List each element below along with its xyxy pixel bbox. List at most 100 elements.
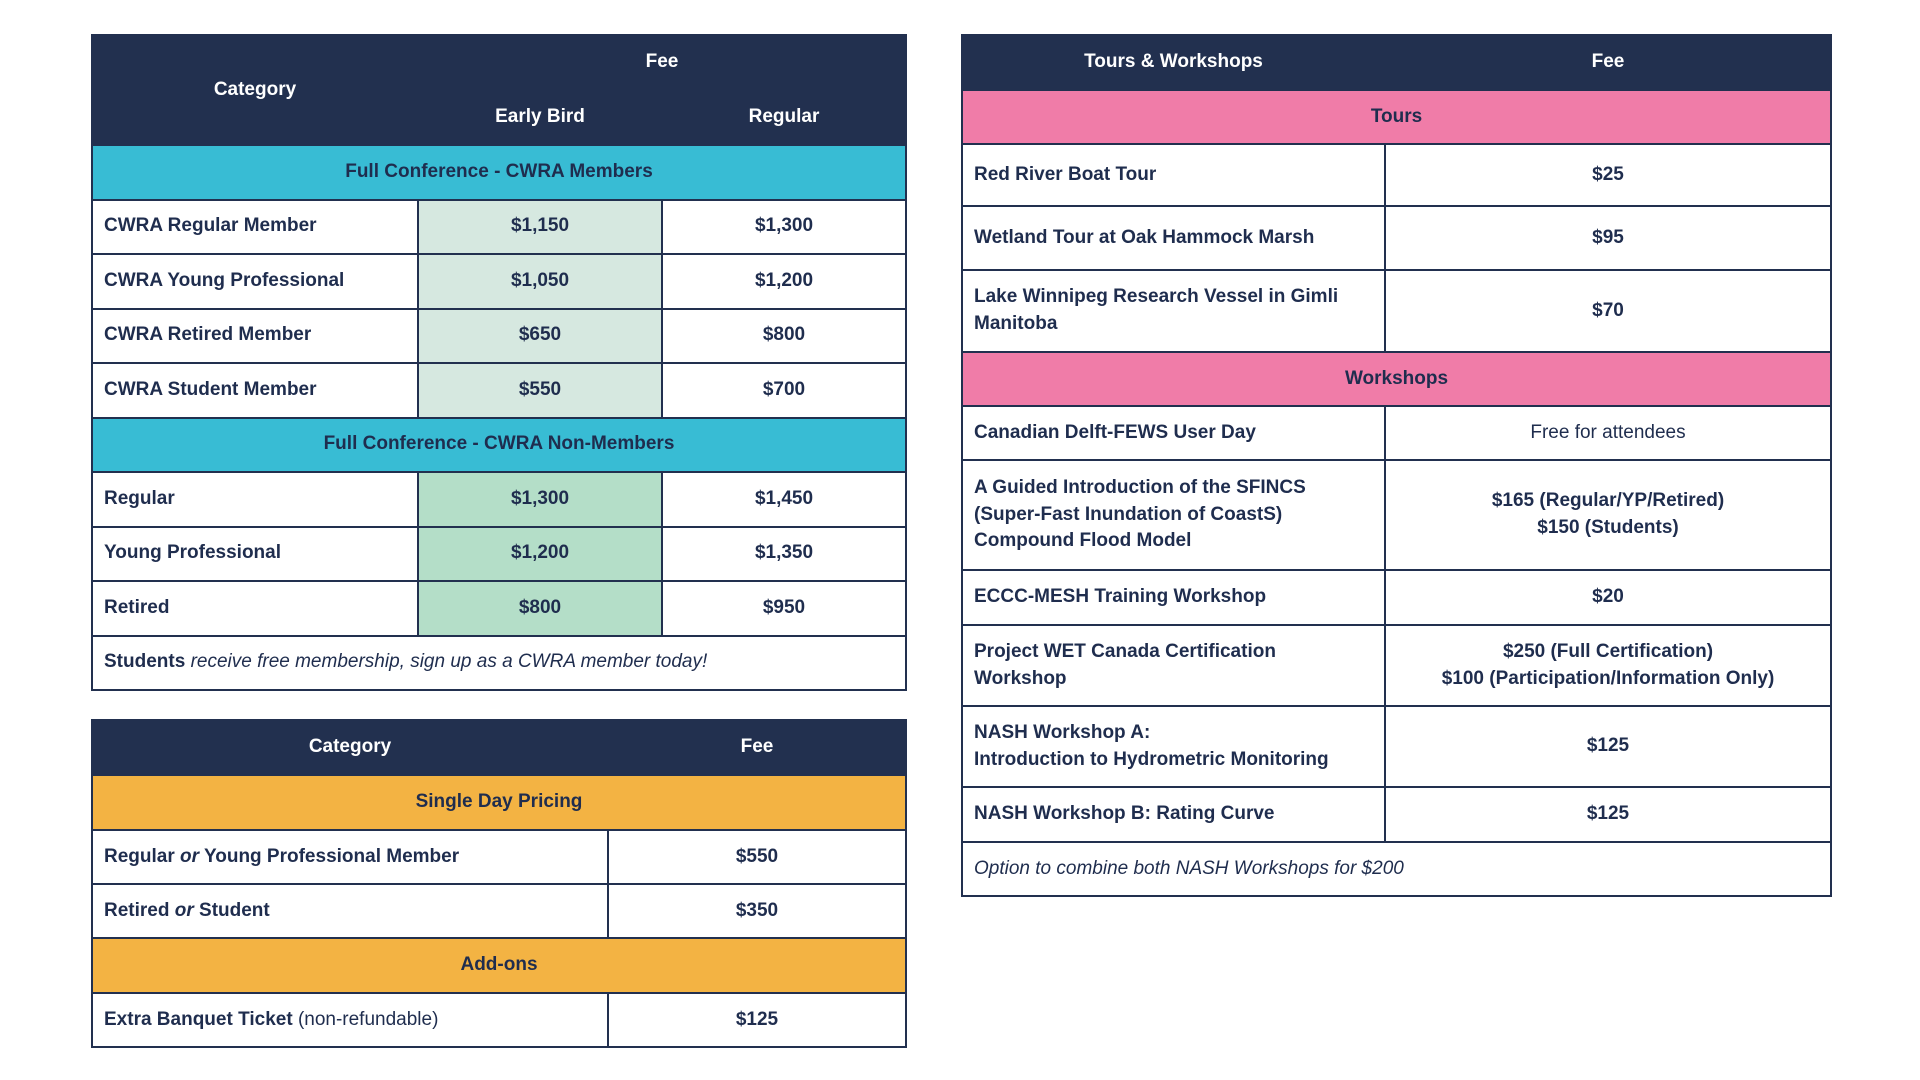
table-cell: Lake Winnipeg Research Vessel in Gimli M… <box>961 269 1386 353</box>
table-cell: $1,200 <box>661 253 907 310</box>
table-row: Category Fee <box>91 719 907 776</box>
tours-table: Tours & Workshops Fee Tours Red River Boat … <box>961 34 1832 897</box>
table-row: Add-ons <box>91 937 907 994</box>
table-row: Young Professional $1,200 $1,350 <box>91 525 907 582</box>
cell-part: Student <box>199 899 270 921</box>
table-cell: Canadian Delft-FEWS User Day <box>961 405 1386 461</box>
cell-text: Full Conference - CWRA Non-Members <box>323 433 675 455</box>
table-row: Retired or Student $350 <box>91 883 907 939</box>
table-cell: Red River Boat Tour <box>961 143 1386 207</box>
table-row: Extra Banquet Ticket (non-refundable) $12… <box>91 992 907 1048</box>
cell-text: $70 <box>1592 299 1624 321</box>
table-cell: $1,050 <box>417 253 663 310</box>
table-row: Retired $800 $950 <box>91 580 907 637</box>
cell-text: $350 <box>735 899 779 921</box>
table-cell: CWRA Retired Member <box>91 307 419 364</box>
table-row: Regular or Young Professional Member $550 <box>91 829 907 885</box>
cell-text: $25 <box>1592 163 1624 185</box>
table-cell: Full Conference - CWRA Members <box>91 144 907 201</box>
table-cell: $95 <box>1384 205 1832 271</box>
cell-text: $125 <box>735 1008 779 1030</box>
table-row: Tours <box>961 89 1832 145</box>
table-cell: Single Day Pricing <box>91 774 907 831</box>
table-cell: $165 (Regular/YP/Retired) $150 (Students) <box>1384 459 1832 571</box>
cell-text: $1,050 <box>510 269 570 291</box>
cell-text: Regular <box>104 487 175 509</box>
table-row: Students receive free membership, sign u… <box>91 634 907 691</box>
cell-text: A Guided Introduction of the SFINCS (Sup… <box>974 477 1306 552</box>
table-cell: Students receive free membership, sign u… <box>91 634 907 691</box>
cell-text: Fee <box>1591 51 1625 73</box>
cell-text: $1,200 <box>510 542 570 564</box>
cell-text: $800 <box>518 596 562 618</box>
table-cell: Fee <box>1384 34 1832 91</box>
table-row: CWRA Student Member $550 $700 <box>91 362 907 419</box>
table-row: Lake Winnipeg Research Vessel in Gimli M… <box>961 269 1832 353</box>
cell-text: Early Bird <box>495 106 585 128</box>
cell-text: Young Professional <box>104 542 282 564</box>
table-row: Regular $1,300 $1,450 <box>91 471 907 528</box>
cell-text: CWRA Young Professional <box>104 269 345 291</box>
table-row: Full Conference - CWRA Members <box>91 144 907 201</box>
table-cell: CWRA Young Professional <box>91 253 419 310</box>
cell-text: $700 <box>762 378 806 400</box>
cell-text: Add-ons <box>460 954 538 976</box>
table-cell: Early Bird <box>417 89 663 146</box>
cell-part: Option to combine both NASH Workshops fo… <box>974 857 1404 879</box>
cell-text: $95 <box>1592 226 1624 248</box>
table-cell: Retired or Student <box>91 883 609 939</box>
table-cell: Workshops <box>961 351 1832 407</box>
table-row: Red River Boat Tour $25 <box>961 143 1832 207</box>
cell-text: $20 <box>1592 586 1624 608</box>
table-row: Full Conference - CWRA Non-Members <box>91 416 907 473</box>
cell-part: Young Professional Member <box>203 845 460 867</box>
cell-text: $1,450 <box>754 487 814 509</box>
table-cell: $550 <box>417 362 663 419</box>
cell-line: NASH Workshop A: <box>974 721 1151 743</box>
table-cell: Project WET Canada Certification Worksho… <box>961 624 1386 707</box>
table-cell: Add-ons <box>91 937 907 994</box>
cell-text: $1,300 <box>510 487 570 509</box>
cell-line: $165 (Regular/YP/Retired) <box>1491 490 1725 512</box>
table-cell: $950 <box>661 580 907 637</box>
table-row: ECCC-MESH Training Workshop $20 <box>961 569 1832 626</box>
table-cell: $700 <box>661 362 907 419</box>
cell-text: $950 <box>762 596 806 618</box>
table-cell: NASH Workshop A: Introduction to Hydromet… <box>961 705 1386 788</box>
cell-text: Canadian Delft-FEWS User Day <box>974 421 1256 443</box>
registration-table: Category Fee Early Bird Regular Full Confere… <box>91 34 907 691</box>
table-cell: $1,350 <box>661 525 907 582</box>
table-cell: $125 <box>607 992 907 1048</box>
table-cell: Extra Banquet Ticket (non-refundable) <box>91 992 609 1048</box>
cell-text: Category <box>308 736 392 758</box>
cell-text: $1,350 <box>754 542 814 564</box>
table-cell: CWRA Student Member <box>91 362 419 419</box>
cell-text: $125 <box>1586 803 1630 825</box>
table-cell: $1,450 <box>661 471 907 528</box>
cell-text: Category <box>213 78 297 100</box>
table-cell: A Guided Introduction of the SFINCS (Sup… <box>961 459 1386 571</box>
table-cell: CWRA Regular Member <box>91 198 419 255</box>
table-cell: $650 <box>417 307 663 364</box>
cell-text: $650 <box>518 324 562 346</box>
cell-text: $125 <box>1586 735 1630 757</box>
table-cell: $125 <box>1384 705 1832 788</box>
cell-text: $1,150 <box>510 215 570 237</box>
cell-text: $550 <box>735 845 779 867</box>
cell-part: or <box>174 899 194 921</box>
table-row: NASH Workshop B: Rating Curve $125 <box>961 786 1832 843</box>
cell-part: Regular <box>104 845 175 867</box>
cell-line: Introduction to Hydrometric Monitoring <box>974 748 1329 770</box>
table-cell: NASH Workshop B: Rating Curve <box>961 786 1386 843</box>
table-cell: Fee <box>607 719 907 776</box>
cell-text: Tours <box>1370 105 1423 127</box>
cell-text: $1,200 <box>754 269 814 291</box>
table-row: Wetland Tour at Oak Hammock Marsh $95 <box>961 205 1832 271</box>
table-cell: $350 <box>607 883 907 939</box>
table-row: CWRA Young Professional $1,050 $1,200 <box>91 253 907 310</box>
table-row: Category Fee <box>91 34 907 146</box>
table-row: Tours & Workshops Fee <box>961 34 1832 91</box>
table-cell: Retired <box>91 580 419 637</box>
cell-text: Tours & Workshops <box>1084 51 1263 73</box>
cell-text: Fee <box>740 736 774 758</box>
